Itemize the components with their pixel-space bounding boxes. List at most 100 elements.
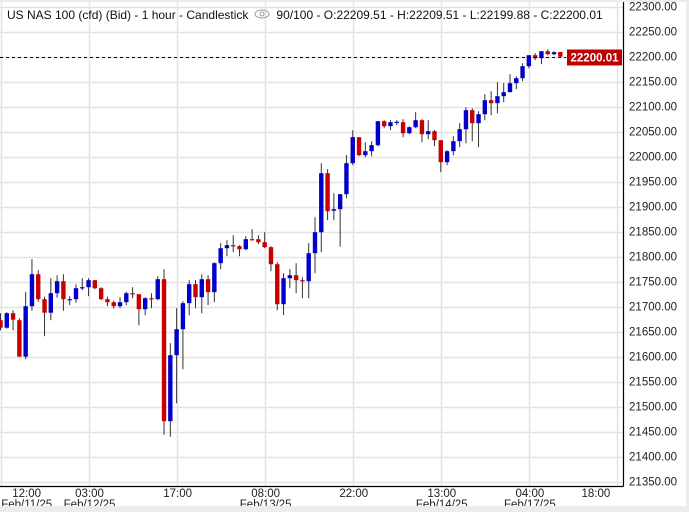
candle-body <box>0 320 3 328</box>
candle <box>180 301 186 370</box>
y-tick-label: 21850.00 <box>629 227 677 239</box>
candle <box>155 276 160 301</box>
candle <box>495 82 500 114</box>
current-price-label: 22200.01 <box>571 53 620 65</box>
x-tick-time: 17:00 <box>163 488 192 500</box>
y-tick-label: 22150.00 <box>629 77 677 89</box>
candle <box>136 294 142 326</box>
candle-body <box>168 355 173 422</box>
candle <box>174 308 179 404</box>
candle <box>243 236 249 251</box>
candle-body <box>413 120 418 128</box>
candle <box>73 284 79 303</box>
candle-body <box>73 288 79 300</box>
candle <box>36 270 41 302</box>
candle <box>293 263 299 294</box>
x-tick-time: 03:00 <box>75 488 104 500</box>
candle <box>48 278 54 321</box>
candle-body <box>111 302 116 307</box>
candle <box>54 275 60 298</box>
top-border <box>0 0 689 2</box>
candle-body <box>444 151 450 163</box>
candle <box>545 49 550 56</box>
candle <box>124 291 129 306</box>
candle-body <box>369 145 374 152</box>
candle <box>363 142 368 158</box>
y-tick-label: 22250.00 <box>629 27 677 39</box>
candle <box>507 74 513 93</box>
candle <box>476 111 481 148</box>
candle-body <box>419 120 425 135</box>
candle-body <box>29 274 35 307</box>
candle-body <box>388 122 393 127</box>
candle <box>86 278 91 297</box>
candle <box>212 262 217 303</box>
candle <box>558 51 563 57</box>
x-tick-time: 08:00 <box>251 488 280 500</box>
candle <box>287 269 293 289</box>
candle <box>350 130 355 166</box>
candle <box>369 141 374 157</box>
candle <box>67 296 72 306</box>
candle-body <box>356 137 362 156</box>
candle-body <box>187 284 192 304</box>
candle-body <box>224 245 230 249</box>
eye-icon[interactable] <box>254 8 270 22</box>
candle-body <box>174 329 179 356</box>
candle-body <box>381 121 387 127</box>
y-tick-label: 22100.00 <box>629 102 677 114</box>
candle-body <box>344 163 349 195</box>
candle <box>319 163 324 253</box>
y-tick-label: 21350.00 <box>629 477 677 489</box>
candle-body <box>212 263 217 293</box>
candle <box>407 126 412 135</box>
candle <box>256 235 261 245</box>
y-tick-label: 21600.00 <box>629 352 677 364</box>
candle-body <box>54 281 60 294</box>
candle-body <box>407 127 412 134</box>
candle <box>457 123 462 148</box>
candle-body <box>312 232 318 254</box>
candle-body <box>268 247 274 265</box>
y-axis[interactable]: 22300.00 22250.00 22200.00 22150.00 22100.00… <box>629 2 677 489</box>
candle <box>482 94 488 121</box>
x-tick-time: 04:00 <box>515 488 544 500</box>
candle-body <box>532 55 538 59</box>
candle <box>388 120 393 131</box>
candle-body <box>161 279 167 422</box>
grid <box>0 0 623 486</box>
candle-body <box>438 140 443 163</box>
candle <box>381 120 387 129</box>
candle <box>17 318 22 357</box>
candle <box>413 112 418 129</box>
y-tick-label: 22050.00 <box>629 127 677 139</box>
candle <box>514 76 519 90</box>
y-tick-label: 22000.00 <box>629 152 677 164</box>
candle-body <box>256 239 261 243</box>
candle <box>426 120 431 140</box>
candle-body <box>363 151 368 156</box>
y-tick-label: 21650.00 <box>629 327 677 339</box>
candle <box>98 287 104 301</box>
candle-body <box>507 83 513 93</box>
candle <box>23 292 28 360</box>
ohlc-readout: 90/100 - O:22209.51 - H:22209.51 - L:221… <box>276 8 603 22</box>
candle-body <box>180 303 186 330</box>
candle-body <box>193 284 198 298</box>
candle-body <box>350 137 355 164</box>
candle-body <box>199 279 204 298</box>
candle <box>161 269 167 435</box>
candle-body <box>237 246 242 250</box>
candle-body <box>501 92 506 97</box>
candle <box>262 232 267 249</box>
candle-body <box>42 299 47 313</box>
candle <box>419 119 425 143</box>
candle-body <box>306 253 311 282</box>
candle-body <box>36 274 41 300</box>
candle <box>432 130 437 147</box>
candle <box>275 262 280 311</box>
candle <box>193 280 198 309</box>
candle <box>375 121 381 147</box>
